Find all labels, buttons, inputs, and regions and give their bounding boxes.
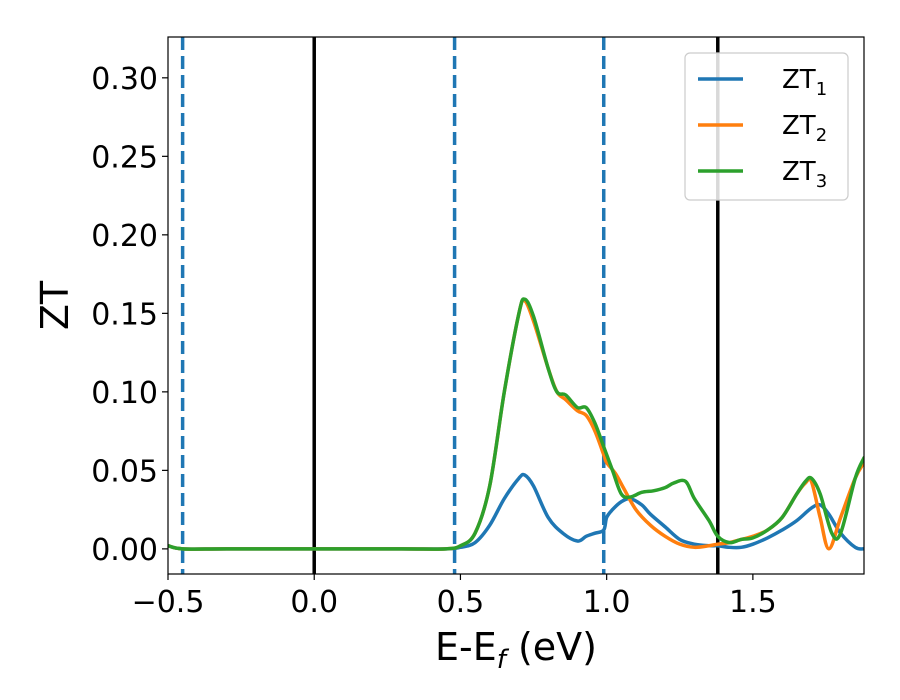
x-axis-label-unit: (eV)	[506, 625, 597, 669]
x-axis-label-main: E-E	[435, 625, 497, 669]
axis-ticks: −0.5 0.0 0.5 1.0 1.5 0.00 0.05 0.10 0.15 0.20 0.25…	[91, 62, 777, 620]
series-line-zt1	[168, 472, 864, 551]
y-tick-label: 0.20	[91, 219, 158, 254]
y-tick-label: 0.05	[91, 454, 158, 489]
y-tick-label: 0.10	[91, 376, 158, 411]
y-tick-label: 0.30	[91, 62, 158, 97]
x-axis-label: E-Ef (eV)	[435, 625, 597, 675]
y-axis-label: ZT	[33, 280, 77, 330]
x-tick-label: 0.5	[437, 585, 485, 620]
series-line-zt3	[168, 297, 864, 551]
plot-area-frame	[167, 36, 865, 575]
x-tick-label: 1.5	[729, 585, 777, 620]
y-tick-label: 0.15	[91, 297, 158, 332]
legend: ZT1 ZT2 ZT3	[684, 52, 849, 201]
series-line-zt2	[168, 298, 864, 551]
x-tick-label: 0.0	[290, 585, 338, 620]
y-tick-label: 0.00	[91, 533, 158, 568]
y-tick-label: 0.25	[91, 140, 158, 175]
legend-label-zt3: ZT3	[782, 157, 827, 192]
data-series	[168, 297, 864, 551]
legend-label-zt2: ZT2	[782, 111, 827, 146]
x-tick-label: −0.5	[132, 585, 205, 620]
x-tick-label: 1.0	[583, 585, 631, 620]
legend-box	[684, 52, 849, 201]
legend-label-zt1: ZT1	[782, 65, 827, 100]
